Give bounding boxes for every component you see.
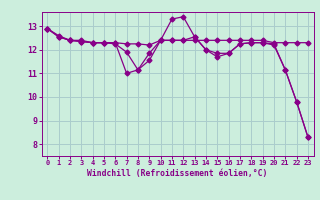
X-axis label: Windchill (Refroidissement éolien,°C): Windchill (Refroidissement éolien,°C) <box>87 169 268 178</box>
